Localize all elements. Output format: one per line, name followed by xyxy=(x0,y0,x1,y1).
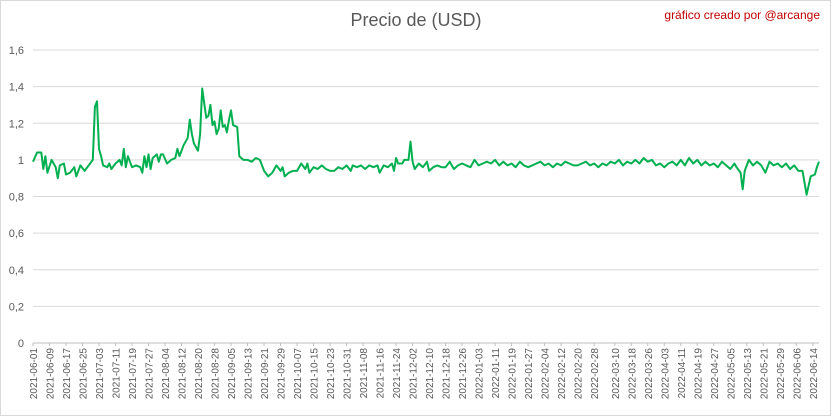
x-tick-label: 2021-06-17 xyxy=(62,348,73,400)
x-tick-label: 2021-07-19 xyxy=(128,348,139,400)
x-tick-label: 2021-11-24 xyxy=(392,348,403,399)
y-tick-label: 1,2 xyxy=(9,118,24,130)
x-tick-label: 2022-02-20 xyxy=(574,348,585,400)
x-tick-label: 2021-12-02 xyxy=(409,348,420,400)
y-tick-label: 1 xyxy=(18,155,24,167)
x-tick-label: 2022-01-11 xyxy=(491,348,502,399)
x-tick-label: 2022-02-28 xyxy=(590,348,601,400)
x-tick-label: 2021-11-08 xyxy=(359,348,370,399)
x-tick-label: 2021-09-21 xyxy=(260,348,271,400)
price-line xyxy=(32,87,820,196)
x-tick-label: 2022-05-13 xyxy=(743,348,754,400)
x-tick-label: 2021-08-28 xyxy=(211,348,222,400)
x-tick-label: 2021-07-03 xyxy=(95,348,106,400)
y-tick-label: 0,6 xyxy=(9,228,24,240)
x-tick-label: 2021-06-01 xyxy=(29,348,40,400)
x-tick-label: 2021-10-15 xyxy=(310,348,321,400)
x-tick-label: 2021-08-04 xyxy=(161,348,172,400)
x-tick-label: 2021-07-11 xyxy=(112,348,123,399)
y-tick-label: 0,2 xyxy=(9,301,24,313)
x-tick-label: 2022-03-18 xyxy=(627,348,638,400)
chart-title: Precio de (USD) xyxy=(350,10,482,30)
chart-credit: gráfico creado por @arcange xyxy=(664,8,820,22)
x-tick-label: 2022-04-27 xyxy=(710,348,721,400)
x-tick-label: 2021-06-25 xyxy=(79,348,90,400)
x-tick-label: 2021-11-16 xyxy=(376,348,387,399)
x-tick-label: 2022-04-11 xyxy=(677,348,688,399)
x-tick-label: 2022-06-14 xyxy=(809,348,820,400)
x-tick-label: 2021-10-23 xyxy=(326,348,337,400)
x-tick-label: 2022-05-05 xyxy=(726,348,737,400)
x-tick-label: 2021-10-07 xyxy=(293,348,304,400)
x-tick-label: 2021-10-31 xyxy=(343,348,354,400)
x-tick-label: 2021-08-20 xyxy=(194,348,205,400)
x-tick-label: 2022-06-06 xyxy=(792,348,803,400)
x-tick-label: 2022-01-19 xyxy=(508,348,519,400)
x-tick-label: 2022-02-12 xyxy=(557,348,568,400)
x-tick-label: 2022-03-26 xyxy=(644,348,655,400)
x-tick-label: 2022-01-27 xyxy=(524,348,535,400)
y-tick-label: 1,4 xyxy=(9,82,24,94)
x-tick-label: 2021-09-05 xyxy=(227,348,238,400)
x-tick-label: 2021-09-29 xyxy=(277,348,288,400)
y-tick-label: 1,6 xyxy=(9,45,24,57)
x-tick-label: 2021-07-27 xyxy=(145,348,156,400)
y-tick-label: 0,8 xyxy=(9,192,24,204)
x-tick-label: 2021-12-26 xyxy=(458,348,469,400)
x-tick-label: 2022-02-04 xyxy=(541,348,552,400)
x-tick-label: 2021-12-18 xyxy=(442,348,453,400)
x-tick-label: 2022-05-21 xyxy=(759,348,770,400)
y-tick-label: 0,4 xyxy=(9,265,24,277)
x-tick-label: 2022-05-29 xyxy=(776,348,787,400)
x-tick-label: 2022-01-03 xyxy=(475,348,486,400)
x-tick-label: 2021-08-12 xyxy=(178,348,189,400)
x-tick-label: 2022-04-19 xyxy=(693,348,704,400)
x-tick-label: 2022-04-03 xyxy=(660,348,671,400)
x-tick-label: 2021-06-09 xyxy=(46,348,57,400)
x-tick-label: 2022-03-10 xyxy=(611,348,622,400)
x-tick-label: 2021-12-10 xyxy=(425,348,436,400)
x-tick-label: 2021-09-13 xyxy=(244,348,255,400)
y-tick-label: 0 xyxy=(18,338,24,350)
